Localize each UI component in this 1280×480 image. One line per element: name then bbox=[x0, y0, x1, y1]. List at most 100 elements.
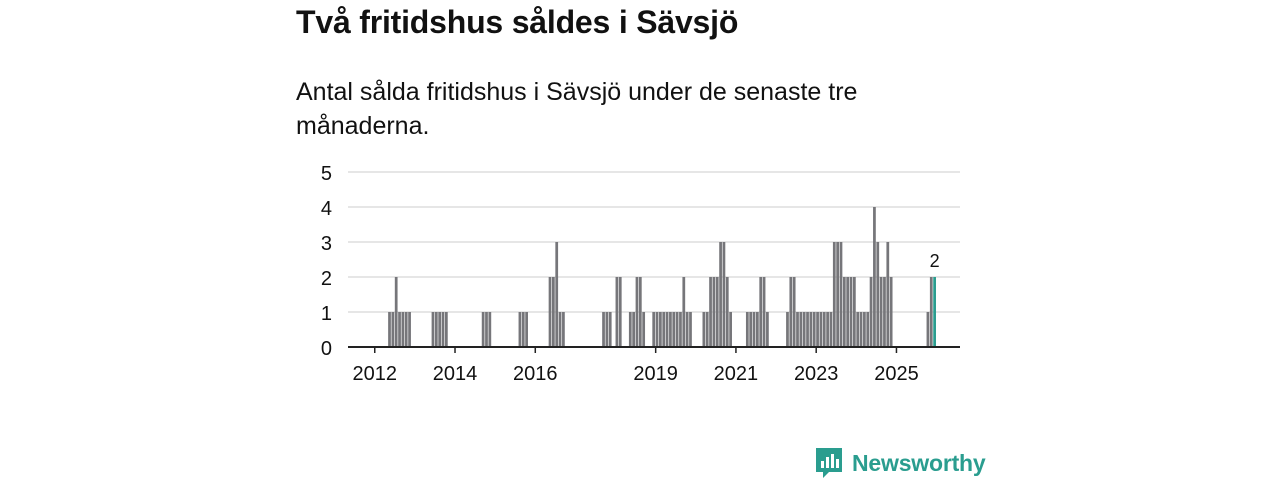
bar-month-115 bbox=[759, 277, 763, 347]
bar-month-80 bbox=[642, 312, 646, 347]
bar-month-136 bbox=[829, 312, 833, 347]
bar-month-151 bbox=[879, 277, 883, 347]
bar-month-55 bbox=[558, 312, 562, 347]
bar-month-123 bbox=[786, 312, 789, 347]
bar-month-17 bbox=[431, 312, 435, 347]
bar-month-147 bbox=[866, 312, 870, 347]
bar-month-99 bbox=[705, 312, 709, 347]
bar-month-139 bbox=[839, 242, 843, 347]
bar-month-43 bbox=[518, 312, 522, 347]
bar-month-132 bbox=[816, 312, 819, 347]
bar-month-73 bbox=[618, 277, 622, 347]
bar-month-101 bbox=[712, 277, 716, 347]
y-tick-label-4: 4 bbox=[321, 198, 332, 220]
bar-month-91 bbox=[679, 312, 682, 347]
x-tick-label-2014: 2014 bbox=[433, 363, 478, 385]
bar-month-72 bbox=[615, 277, 619, 347]
bar-month-93 bbox=[685, 312, 689, 347]
y-tick-label-5: 5 bbox=[321, 163, 332, 185]
bar-month-4 bbox=[388, 312, 391, 347]
bar-month-149 bbox=[873, 207, 876, 347]
bar-month-84 bbox=[655, 312, 659, 347]
highlight-value-label: 2 bbox=[930, 251, 940, 271]
bar-month-21 bbox=[444, 312, 448, 347]
y-tick-label-0: 0 bbox=[321, 338, 332, 360]
bar-month-154 bbox=[889, 277, 893, 347]
bar-month-106 bbox=[729, 312, 732, 347]
bar-month-111 bbox=[745, 312, 749, 347]
axes bbox=[348, 346, 960, 353]
bar-month-86 bbox=[662, 312, 666, 347]
bar-month-56 bbox=[562, 312, 565, 347]
bar-highlight bbox=[933, 277, 936, 347]
bar-month-32 bbox=[481, 312, 485, 347]
bar-month-88 bbox=[669, 312, 672, 347]
bar-month-144 bbox=[856, 312, 860, 347]
bar-month-112 bbox=[749, 312, 753, 347]
bar-month-20 bbox=[441, 312, 445, 347]
chart-title: Två fritidshus såldes i Sävsjö bbox=[296, 4, 739, 40]
bar-month-19 bbox=[438, 312, 442, 347]
bar-month-104 bbox=[722, 242, 726, 347]
bar-month-138 bbox=[836, 242, 840, 347]
bar-month-134 bbox=[822, 312, 826, 347]
bar-month-137 bbox=[832, 242, 836, 347]
bar-month-105 bbox=[725, 277, 729, 347]
y-tick-label-3: 3 bbox=[321, 233, 332, 255]
bar-month-152 bbox=[883, 277, 886, 347]
bar-month-7 bbox=[398, 312, 401, 347]
bar-month-9 bbox=[404, 312, 408, 347]
bar-month-83 bbox=[652, 312, 656, 347]
bar-month-87 bbox=[665, 312, 669, 347]
bars bbox=[388, 207, 936, 347]
bar-month-126 bbox=[796, 312, 799, 347]
bar-month-98 bbox=[702, 312, 706, 347]
bar-month-125 bbox=[792, 277, 796, 347]
brand-logo: Newsworthy bbox=[814, 446, 986, 480]
bar-month-127 bbox=[799, 312, 803, 347]
x-tick-label-2016: 2016 bbox=[513, 363, 558, 385]
bar-month-116 bbox=[762, 277, 766, 347]
bar-month-148 bbox=[869, 277, 873, 347]
bar-month-52 bbox=[548, 277, 552, 347]
bar-month-114 bbox=[756, 312, 759, 347]
bar-month-77 bbox=[632, 312, 636, 347]
bar-month-146 bbox=[863, 312, 866, 347]
y-tick-label-1: 1 bbox=[321, 303, 332, 325]
bar-month-117 bbox=[766, 312, 769, 347]
bar-month-128 bbox=[802, 312, 806, 347]
x-tick-label-2012: 2012 bbox=[353, 363, 398, 385]
bar-month-103 bbox=[719, 242, 722, 347]
bar-month-34 bbox=[488, 312, 492, 347]
bar-month-124 bbox=[789, 277, 793, 347]
bar-month-92 bbox=[682, 277, 686, 347]
bar-month-85 bbox=[659, 312, 662, 347]
x-tick-label-2021: 2021 bbox=[714, 363, 759, 385]
bar-month-145 bbox=[859, 312, 863, 347]
x-tick-label-2025: 2025 bbox=[874, 363, 919, 385]
x-tick-label-2019: 2019 bbox=[633, 363, 678, 385]
bar-month-5 bbox=[391, 312, 395, 347]
bar-month-45 bbox=[525, 312, 528, 347]
bar-month-141 bbox=[846, 277, 850, 347]
bar-month-94 bbox=[689, 312, 692, 347]
bar-month-102 bbox=[715, 277, 719, 347]
bar-month-166 bbox=[929, 277, 933, 347]
bar-month-8 bbox=[401, 312, 405, 347]
chart-subtitle: Antal sålda fritidshus i Sävsjö under de… bbox=[296, 78, 858, 140]
bar-month-69 bbox=[605, 312, 609, 347]
bar-month-79 bbox=[638, 277, 642, 347]
x-tick-label-2023: 2023 bbox=[794, 363, 839, 385]
bar-month-78 bbox=[635, 277, 639, 347]
bar-month-18 bbox=[434, 312, 438, 347]
bar-month-68 bbox=[602, 312, 605, 347]
bar-month-76 bbox=[628, 312, 632, 347]
bar-month-33 bbox=[485, 312, 488, 347]
bar-month-44 bbox=[521, 312, 525, 347]
bar-month-53 bbox=[552, 277, 555, 347]
bar-month-153 bbox=[886, 242, 890, 347]
bar-month-133 bbox=[819, 312, 823, 347]
bar-month-142 bbox=[849, 277, 853, 347]
bar-month-129 bbox=[806, 312, 809, 347]
bar-month-70 bbox=[608, 312, 612, 347]
